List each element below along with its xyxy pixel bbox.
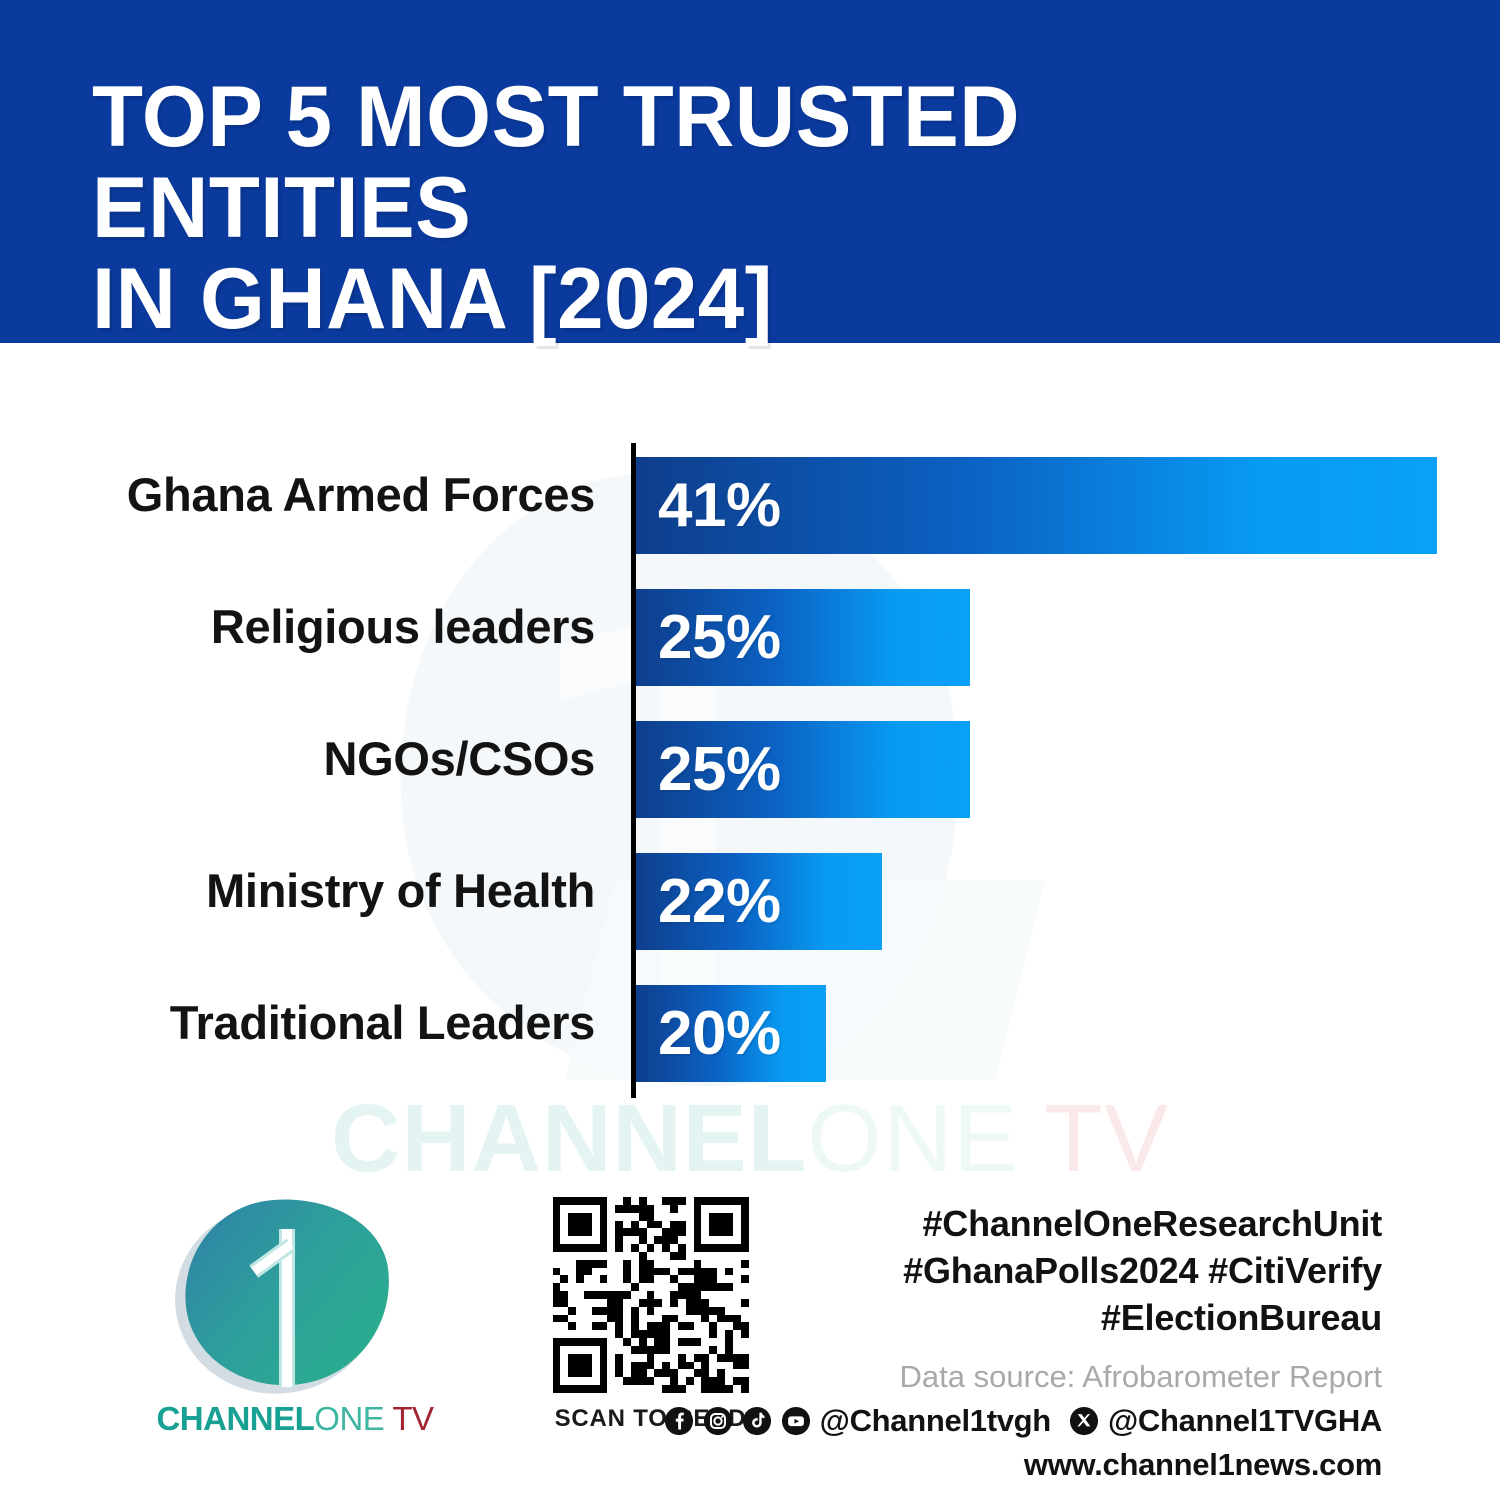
- channel-one-blob-icon: [145, 1188, 445, 1405]
- social-handle-x[interactable]: @Channel1TVGHA: [1107, 1403, 1382, 1439]
- header-banner: TOP 5 MOST TRUSTED ENTITIES IN GHANA [20…: [0, 0, 1500, 348]
- bar-category-label: Ghana Armed Forces: [126, 468, 596, 521]
- website-url[interactable]: www.channel1news.com: [1023, 1447, 1382, 1483]
- logo-word-tv: TV: [384, 1400, 434, 1437]
- bar-category-label: Religious leaders: [210, 600, 595, 653]
- chart-axis-line: [631, 443, 636, 1098]
- tiktok-icon[interactable]: [742, 1406, 772, 1436]
- youtube-icon[interactable]: [781, 1406, 811, 1436]
- page-title: TOP 5 MOST TRUSTED ENTITIES IN GHANA [20…: [92, 69, 1382, 348]
- footer: CHANNELONE TV SCAN TO READ #ChannelOneRe…: [0, 1185, 1500, 1500]
- hashtag-line-2: #GhanaPolls2024 #CitiVerify: [903, 1249, 1382, 1291]
- bar-category-label: Ministry of Health: [206, 864, 595, 917]
- facebook-icon[interactable]: [664, 1406, 694, 1436]
- logo-word-channel: CHANNEL: [156, 1400, 315, 1437]
- bar-ghana-armed-forces[interactable]: 41%: [636, 457, 1437, 554]
- bar-value-label: 25%: [658, 603, 781, 672]
- logo-one-stem: [279, 1229, 295, 1387]
- x-twitter-icon[interactable]: [1069, 1406, 1099, 1436]
- bar-religious-leaders[interactable]: 25%: [636, 589, 970, 686]
- data-source-text: Data source: Afrobarometer Report: [899, 1359, 1382, 1395]
- bar-category-label: NGOs/CSOs: [323, 732, 595, 785]
- logo-wordmark: CHANNELONE TV: [115, 1400, 475, 1438]
- bar-category-label: Traditional Leaders: [169, 996, 596, 1049]
- bar-value-label: 22%: [658, 867, 781, 936]
- bar-ministry-of-health[interactable]: 22%: [636, 853, 882, 950]
- hashtag-line-1: #ChannelOneResearchUnit: [922, 1203, 1382, 1244]
- social-handle-primary[interactable]: @Channel1tvgh: [819, 1403, 1052, 1439]
- footer-meta-block: #ChannelOneResearchUnit #GhanaPolls2024 …: [664, 1201, 1382, 1483]
- bar-value-label: 20%: [658, 999, 781, 1068]
- bar-value-label: 25%: [658, 735, 781, 804]
- page-title-line-1: TOP 5 MOST TRUSTED ENTITIES: [92, 69, 1021, 257]
- social-handles-row: @Channel1tvgh @Channel1TVGHA: [664, 1403, 1382, 1439]
- page-title-line-2: IN GHANA [2024]: [92, 251, 773, 348]
- instagram-icon[interactable]: [703, 1406, 733, 1436]
- qr-code-block[interactable]: SCAN TO READ: [548, 1197, 753, 1433]
- hashtag-line-3: #ElectionBureau: [1100, 1296, 1382, 1338]
- bar-value-label: 41%: [658, 471, 781, 540]
- bar-chart: Ghana Armed Forces 41% Religious leaders…: [0, 343, 1500, 1500]
- channel-one-logo[interactable]: CHANNELONE TV: [115, 1188, 475, 1438]
- logo-word-one: ONE: [314, 1400, 385, 1437]
- bar-traditional-leaders[interactable]: 20%: [636, 985, 826, 1082]
- bar-ngos-csos[interactable]: 25%: [636, 721, 970, 818]
- qr-code-image[interactable]: [552, 1197, 749, 1393]
- logo-numeral-one-icon: [249, 1229, 327, 1387]
